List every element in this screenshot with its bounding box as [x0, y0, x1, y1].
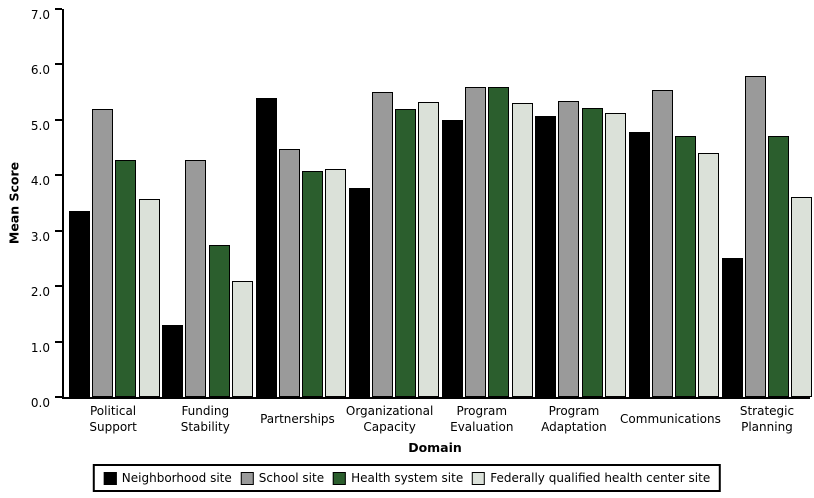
bar-health-system-site-organizational-capacity [395, 109, 416, 397]
y-axis-tick-mark [55, 63, 62, 66]
x-axis-category-label: Funding Stability [180, 404, 230, 434]
bar-neighborhood-site-communications [629, 132, 650, 397]
bar-school-site-funding-stability [185, 160, 206, 397]
bar-federally-qualified-health-center-site-program-evaluation [512, 103, 533, 397]
bar-school-site-communications [652, 90, 673, 397]
bar-federally-qualified-health-center-site-political-support [139, 199, 160, 397]
bar-health-system-site-funding-stability [209, 245, 230, 397]
x-axis-category-label: Program Adaptation [541, 404, 607, 434]
bar-health-system-site-strategic-planning [768, 136, 789, 397]
bar-federally-qualified-health-center-site-organizational-capacity [418, 102, 439, 397]
x-axis-title: Domain [408, 440, 462, 455]
plot-area [55, 8, 812, 399]
legend-label: Neighborhood site [121, 471, 232, 485]
bar-federally-qualified-health-center-site-strategic-planning [791, 197, 812, 397]
x-axis-category-label: Organizational Capacity [345, 404, 434, 434]
y-axis-tick-mark [55, 396, 62, 398]
y-axis-tick-mark [55, 174, 62, 177]
legend: Neighborhood site School site Health syste… [92, 464, 722, 492]
bar-school-site-program-evaluation [465, 87, 486, 397]
y-axis-tick-mark [55, 285, 62, 288]
x-axis-category-labels: Political Support Funding Stability Partne… [67, 400, 813, 438]
bar-health-system-site-political-support [115, 160, 136, 397]
legend-item: School site [240, 471, 325, 485]
x-axis-category-label: Political Support [89, 404, 137, 434]
bar-health-system-site-program-adaptation [582, 108, 603, 397]
bar-school-site-partnerships [279, 149, 300, 397]
x-axis-category-label: Partnerships [260, 412, 335, 426]
bar-federally-qualified-health-center-site-program-adaptation [605, 113, 626, 397]
legend-item: Neighborhood site [103, 471, 232, 485]
bar-school-site-strategic-planning [745, 76, 766, 397]
bar-health-system-site-partnerships [302, 171, 323, 397]
bar-school-site-organizational-capacity [372, 92, 393, 397]
legend-swatch-icon [240, 471, 254, 485]
legend-swatch-icon [103, 471, 117, 485]
bar-neighborhood-site-program-evaluation [442, 120, 463, 397]
x-axis-category-label: Program Evaluation [450, 404, 514, 434]
bar-school-site-political-support [92, 109, 113, 397]
bar-neighborhood-site-partnerships [256, 98, 277, 397]
bar-health-system-site-communications [675, 136, 696, 397]
bar-neighborhood-site-funding-stability [162, 325, 183, 397]
legend-label: Health system site [351, 471, 464, 485]
x-axis-category-label: Communications [620, 412, 721, 426]
bar-school-site-program-adaptation [558, 101, 579, 397]
bar-health-system-site-program-evaluation [488, 87, 509, 397]
y-axis-tick-mark [55, 118, 62, 121]
legend-swatch-icon [472, 471, 486, 485]
bar-federally-qualified-health-center-site-partnerships [325, 169, 346, 397]
y-axis-tick-mark [55, 340, 62, 343]
legend-item: Federally qualified health center site [472, 471, 710, 485]
y-axis-tick-mark [55, 8, 62, 10]
x-axis-category-label: Strategic Planning [739, 404, 795, 434]
y-axis-title: Mean Score [6, 161, 22, 245]
bar-neighborhood-site-strategic-planning [722, 258, 743, 397]
legend-item: Health system site [333, 471, 463, 485]
bar-federally-qualified-health-center-site-funding-stability [232, 281, 253, 397]
bar-neighborhood-site-political-support [69, 211, 90, 397]
legend-label: Federally qualified health center site [490, 471, 711, 485]
legend-label: School site [258, 471, 325, 485]
bar-neighborhood-site-program-adaptation [535, 116, 556, 397]
bar-federally-qualified-health-center-site-communications [698, 153, 719, 397]
y-axis-tick-mark [55, 229, 62, 232]
legend-swatch-icon [333, 471, 347, 485]
bar-neighborhood-site-organizational-capacity [349, 188, 370, 397]
